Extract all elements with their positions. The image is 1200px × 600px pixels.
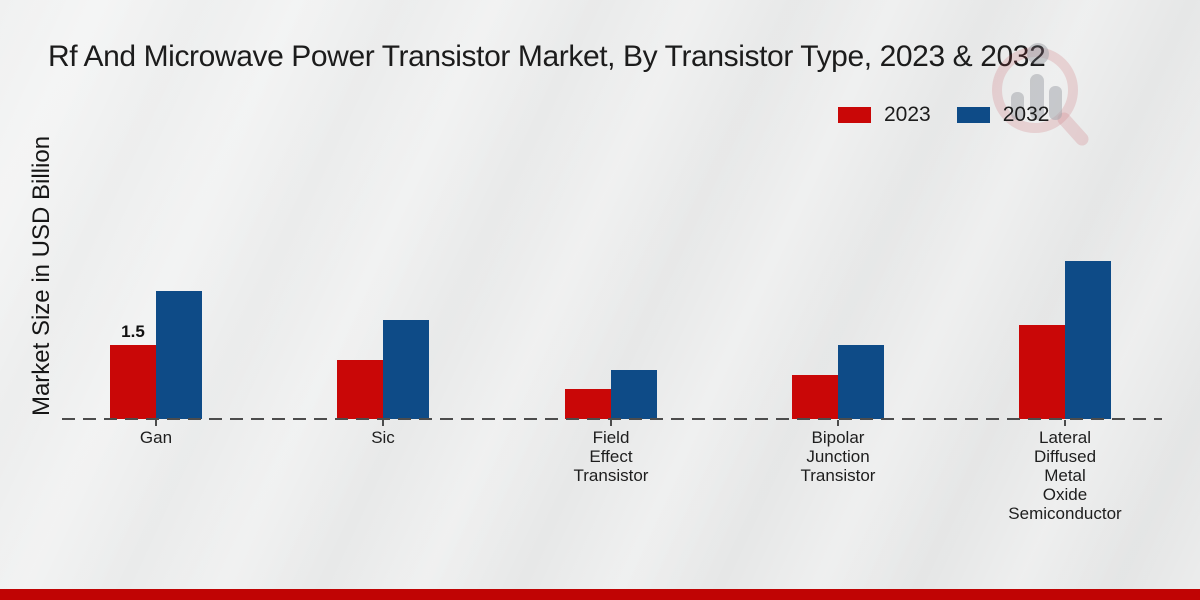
bar-2023-field-effect-transistor: [565, 389, 611, 419]
bar-2032-sic: [383, 320, 429, 419]
category-label-field-effect-transistor: Field Effect Transistor: [573, 428, 649, 485]
legend-swatch-2023: [838, 107, 871, 123]
category-label-lateral-diffused-metal-oxide-semiconductor: Lateral Diffused Metal Oxide Semiconductor: [1008, 428, 1122, 523]
axis-tick-bipolar-junction-transistor: [837, 420, 839, 426]
bar-2032-gan: [156, 291, 202, 419]
watermark-logo: [985, 30, 1089, 151]
x-axis-baseline: [62, 418, 1162, 420]
legend-label-2032: 2032: [1002, 103, 1050, 126]
axis-tick-gan: [155, 420, 157, 426]
bar-2023-gan: [110, 345, 156, 419]
magnifier-bar-chart-icon: [992, 43, 1089, 146]
legend-item-2023: 2023: [838, 103, 931, 127]
bar-value-label: 1.5: [121, 322, 145, 341]
axis-tick-lateral-diffused-metal-oxide-semiconductor: [1064, 420, 1066, 426]
axis-tick-field-effect-transistor: [610, 420, 612, 426]
category-label-sic: Sic: [371, 428, 395, 447]
legend-label-2023: 2023: [884, 103, 931, 126]
legend-item-2032: 2032: [956, 103, 1050, 127]
bar-2023-sic: [337, 360, 383, 419]
bar-2023-lateral-diffused-metal-oxide-semiconductor: [1019, 325, 1065, 419]
category-label-bipolar-junction-transistor: Bipolar Junction Transistor: [800, 428, 876, 485]
chart-title: Rf And Microwave Power Transistor Market…: [48, 40, 1046, 73]
bar-2023-bipolar-junction-transistor: [792, 375, 838, 419]
bar-2032-field-effect-transistor: [611, 370, 657, 419]
category-label-gan: Gan: [139, 428, 173, 447]
bar-2032-bipolar-junction-transistor: [838, 345, 884, 419]
y-axis-label: Market Size in USD Billion: [28, 135, 55, 417]
legend: 2023 2032: [838, 103, 1049, 127]
legend-swatch-2032: [956, 107, 990, 123]
footer-red-strip: [0, 589, 1200, 600]
axis-tick-sic: [382, 420, 384, 426]
bar-2032-lateral-diffused-metal-oxide-semiconductor: [1065, 261, 1111, 419]
